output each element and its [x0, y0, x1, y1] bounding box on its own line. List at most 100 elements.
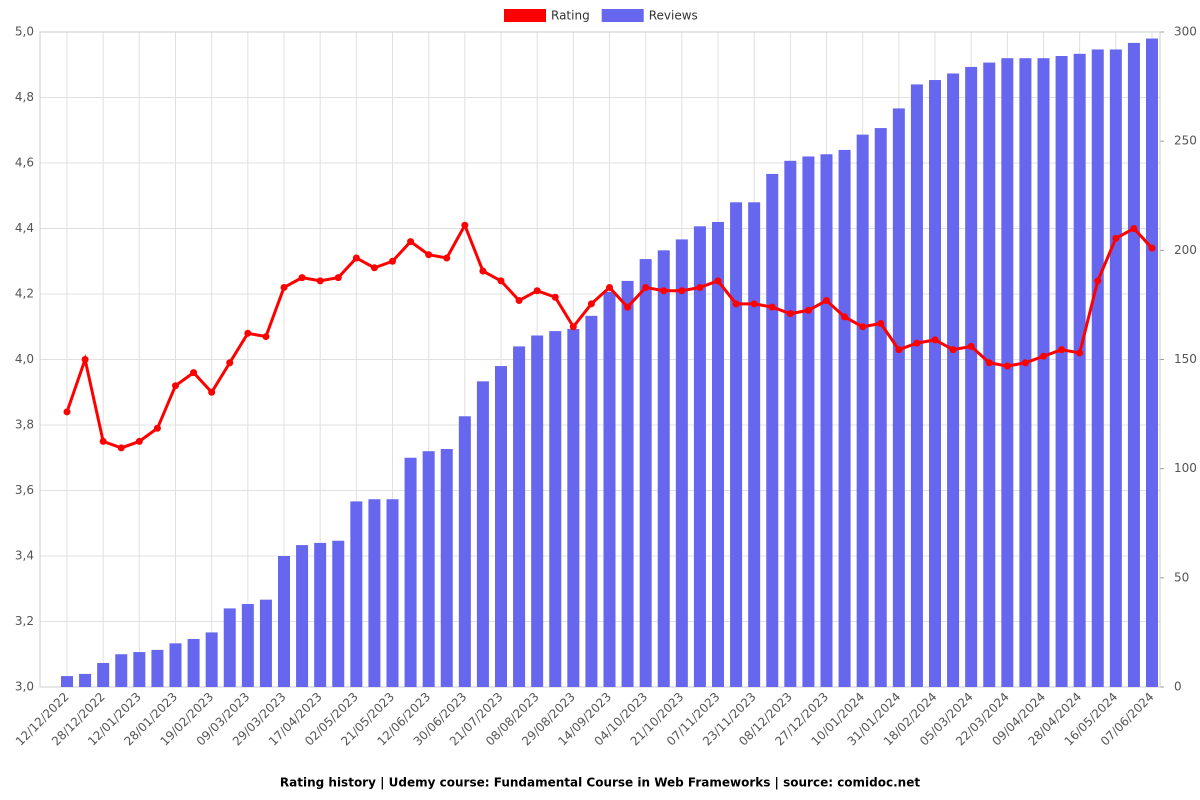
legend-swatch [504, 9, 546, 22]
point [63, 408, 71, 416]
point [841, 313, 849, 321]
bar [440, 449, 453, 687]
bar [820, 154, 833, 687]
bar [1127, 42, 1140, 687]
point [1003, 362, 1011, 370]
bar [983, 62, 996, 688]
point [208, 388, 216, 396]
bar [766, 173, 779, 687]
point [334, 274, 342, 282]
point [461, 221, 469, 229]
point [660, 287, 668, 295]
bar [1091, 49, 1104, 687]
bar [241, 604, 254, 687]
bar [259, 599, 272, 687]
point [678, 287, 686, 295]
bar [675, 239, 688, 687]
point [587, 300, 595, 308]
bar [332, 540, 345, 687]
point [262, 333, 270, 341]
point [407, 238, 415, 246]
point [732, 300, 740, 308]
bar [1146, 38, 1158, 688]
bar [929, 80, 941, 688]
point [551, 293, 559, 301]
bar [549, 331, 562, 687]
bar [603, 291, 616, 687]
point [515, 297, 523, 305]
bar [730, 202, 743, 688]
bar [531, 335, 544, 687]
point [714, 277, 722, 285]
point [768, 303, 776, 311]
bar [513, 346, 526, 687]
point [786, 310, 794, 318]
point [949, 346, 957, 354]
point [479, 267, 487, 275]
bar [205, 632, 218, 687]
point [750, 300, 758, 308]
y-tick-label: 3,8 [15, 418, 34, 432]
point [352, 254, 360, 262]
bar [965, 66, 978, 687]
point [1094, 277, 1102, 285]
point [895, 346, 903, 354]
bar [350, 501, 363, 687]
bar [1001, 58, 1014, 687]
y-tick-label: 4,8 [15, 90, 34, 104]
bar [784, 160, 797, 688]
bar [1037, 58, 1050, 687]
point [389, 257, 396, 265]
bar [187, 638, 200, 687]
point [99, 437, 107, 445]
point [117, 444, 125, 452]
y2-tick-label: 150 [1174, 352, 1197, 366]
point [316, 277, 324, 285]
y-tick-label: 3,0 [15, 680, 34, 694]
point [877, 319, 885, 327]
bar [314, 542, 327, 687]
bar [802, 156, 815, 687]
bar [278, 556, 290, 687]
point [190, 369, 198, 377]
y-tick-label: 4,6 [15, 156, 34, 170]
y2-tick-label: 0 [1174, 680, 1182, 694]
y-tick-label: 4,2 [15, 287, 34, 301]
chart-title: Rating history | Udemy course: Fundament… [280, 776, 920, 790]
bar [458, 416, 471, 687]
point [135, 437, 143, 445]
point [967, 342, 975, 350]
point [1021, 359, 1029, 367]
bar [748, 202, 761, 688]
point [443, 254, 451, 262]
y-tick-label: 4,0 [15, 352, 34, 366]
point [606, 283, 613, 291]
point [172, 382, 179, 390]
bar [585, 315, 598, 687]
bar [61, 676, 73, 687]
point [569, 323, 577, 331]
bar [567, 328, 580, 687]
legend-label: Rating [551, 9, 590, 23]
bar [639, 259, 652, 687]
bar [151, 649, 164, 687]
bar [169, 643, 182, 687]
legend-label: Reviews [649, 9, 698, 23]
bar [1019, 58, 1032, 687]
bar [386, 499, 399, 687]
bar [856, 134, 869, 687]
y2-tick-label: 100 [1174, 461, 1197, 475]
point [81, 356, 89, 363]
bar [495, 366, 507, 687]
y2-tick-label: 250 [1174, 134, 1197, 148]
point [1058, 346, 1066, 354]
bar [1073, 53, 1086, 688]
bar [223, 608, 236, 687]
point [497, 277, 505, 285]
point [244, 329, 252, 337]
bar [712, 221, 724, 687]
point [425, 251, 433, 259]
point [913, 339, 921, 347]
point [1148, 244, 1156, 252]
